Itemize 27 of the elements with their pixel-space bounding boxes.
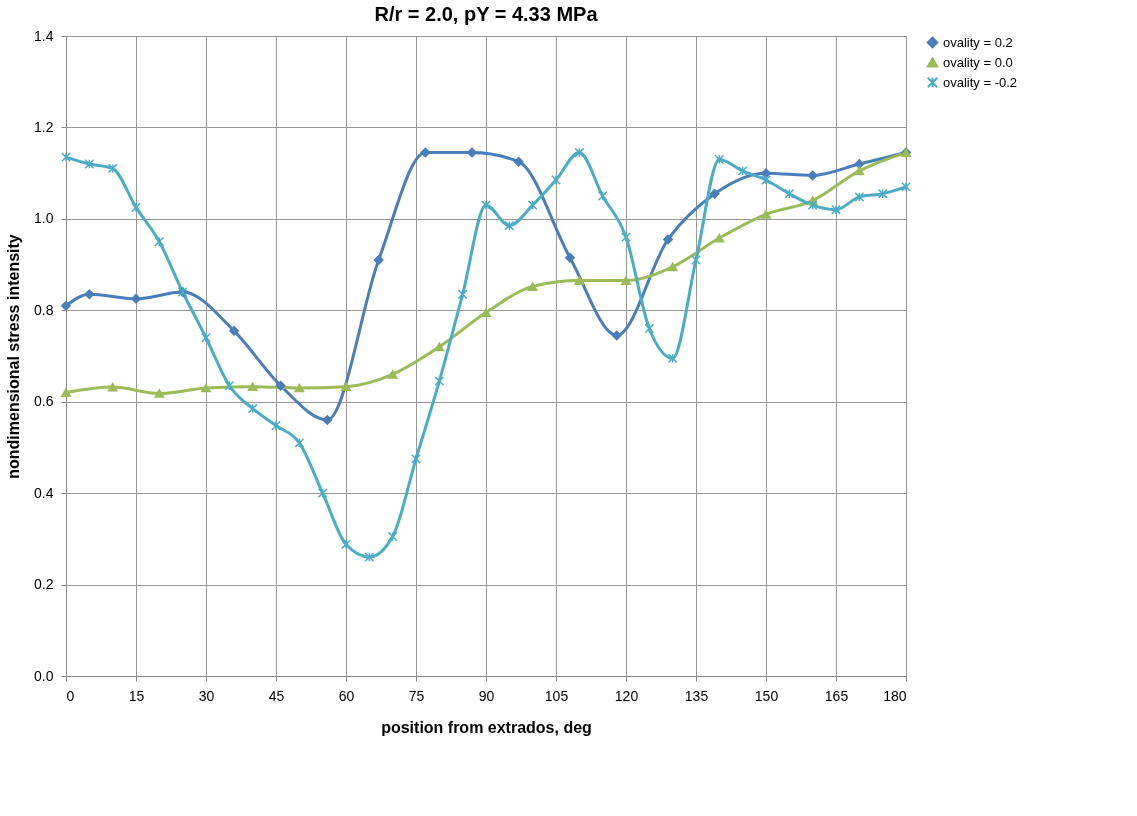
legend-label: ovality = 0.2 xyxy=(943,34,1013,50)
x-axis-title: position from extrados, deg xyxy=(381,718,592,736)
x-tick-label: 75 xyxy=(408,687,425,704)
x-tick-label: 30 xyxy=(198,687,215,704)
x-tick-label: 60 xyxy=(338,687,355,704)
y-tick-label: 1.2 xyxy=(34,118,54,135)
x-tick-label: 105 xyxy=(544,687,569,704)
x-tick-label: 165 xyxy=(824,687,849,704)
x-tick-label: 120 xyxy=(614,687,639,704)
y-axis-title: nondimensional stress intensity xyxy=(5,234,23,479)
x-tick-label: 45 xyxy=(268,687,285,704)
y-tick-label: 0.2 xyxy=(34,576,54,593)
y-tick-label: 0.8 xyxy=(34,301,54,318)
x-tick-label: 90 xyxy=(478,687,495,704)
x-tick-label: 180 xyxy=(883,687,907,704)
x-tick-label: 150 xyxy=(754,687,779,704)
legend-label: ovality = -0.2 xyxy=(943,74,1018,90)
y-tick-label: 1.0 xyxy=(34,210,54,227)
legend-label: ovality = 0.0 xyxy=(943,54,1013,70)
chart-title: R/r = 2.0, pY = 4.33 MPa xyxy=(374,3,599,25)
x-tick-label: 15 xyxy=(128,687,145,704)
y-tick-label: 0.0 xyxy=(34,667,54,684)
y-tick-label: 1.4 xyxy=(34,27,54,44)
x-tick-label: 135 xyxy=(684,687,709,704)
y-tick-label: 0.6 xyxy=(34,393,54,410)
x-tick-label: 0 xyxy=(66,687,75,704)
y-tick-label: 0.4 xyxy=(34,484,54,501)
